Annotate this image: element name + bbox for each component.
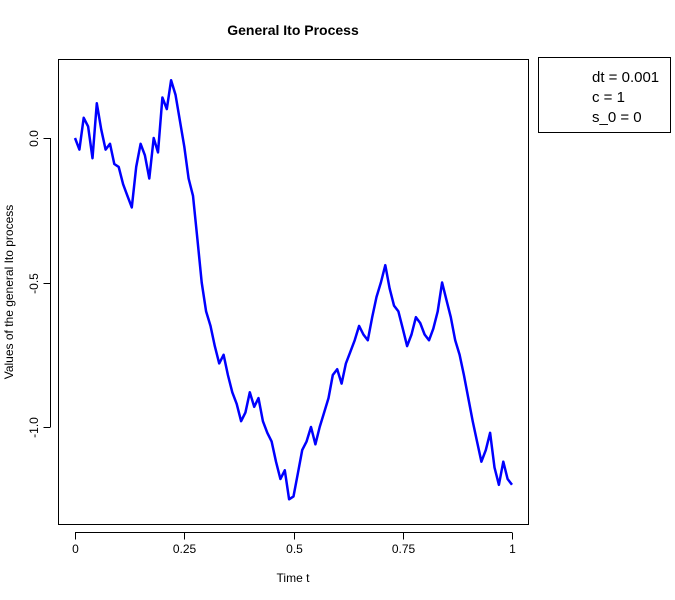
x-axis: 0 0.25 0.5 0.75 1: [72, 532, 516, 556]
x-tick-label: 0: [72, 542, 79, 556]
legend-entry-s0: s_0 = 0: [592, 109, 642, 126]
series-line-0: [73, 78, 513, 501]
x-tick-label: 0.25: [173, 542, 197, 556]
plot-area-frame: [58, 59, 529, 525]
x-tick-label: 1: [509, 542, 516, 556]
legend-entry-c: c = 1: [592, 89, 625, 106]
legend-entry-dt: dt = 0.001: [592, 69, 659, 86]
y-axis: 0.0 -0.5 -1.0: [27, 130, 51, 438]
y-tick-label: -0.5: [27, 273, 41, 294]
chart-title: General Ito Process: [227, 22, 359, 38]
series-layer: [73, 78, 513, 501]
legend: dt = 0.001 c = 1 s_0 = 0: [538, 57, 671, 133]
x-tick-label: 0.5: [286, 542, 303, 556]
y-axis-label: Values of the general Ito process: [2, 205, 16, 380]
y-tick-label: -1.0: [27, 417, 41, 438]
x-axis-label: Time t: [277, 571, 311, 585]
y-tick-label: 0.0: [27, 130, 41, 147]
x-tick-label: 0.75: [392, 542, 416, 556]
legend-box: [538, 57, 671, 133]
